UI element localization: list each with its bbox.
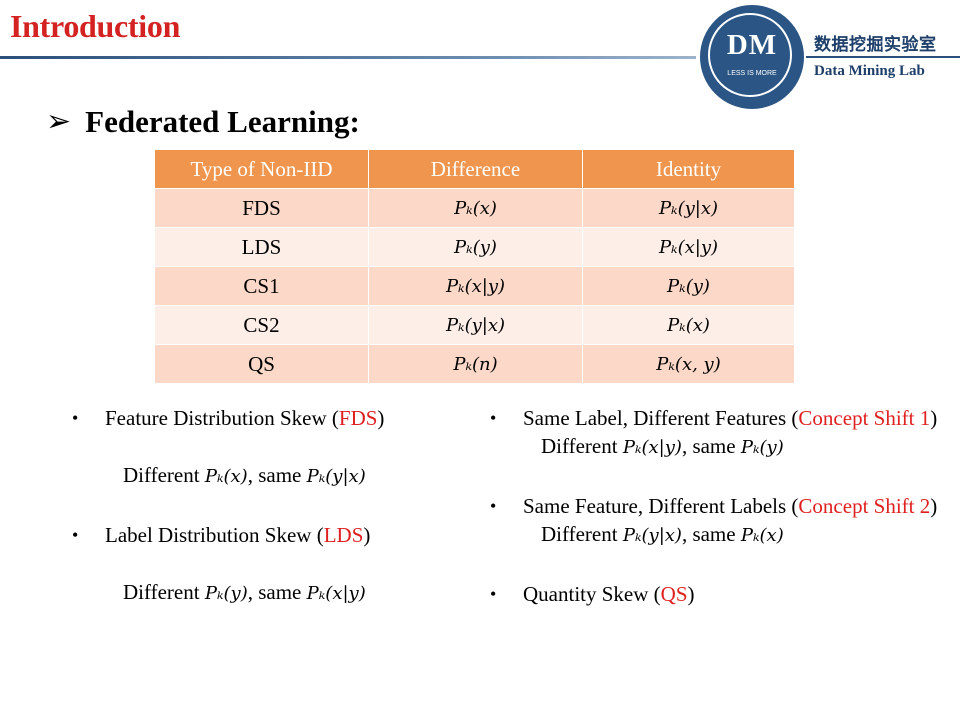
detail-same: Pₖ(x|y) (306, 583, 366, 604)
difference-cell: Pₖ(x|y) (368, 266, 583, 306)
section-heading-row: ➢ Federated Learning: (46, 104, 360, 140)
difference-cell: Pₖ(n) (368, 344, 583, 383)
bullet-item-cs2: • Same Feature, Different Labels (Concep… (490, 492, 960, 550)
table-header-row: Type of Non-IID Difference Identity (155, 150, 795, 189)
bullet-title: Feature Distribution Skew ( (105, 406, 339, 430)
detail-diff: Pₖ(y|x) (622, 525, 682, 546)
left-bullet-list: • Feature Distribution Skew (FDS) Differ… (72, 404, 472, 608)
detail-diff: Pₖ(x) (204, 466, 248, 487)
bullet-abbr: LDS (323, 523, 364, 547)
table-row: QS Pₖ(n) Pₖ(x, y) (155, 344, 795, 383)
header-divider (0, 56, 696, 59)
detail-same: Pₖ(x) (740, 525, 784, 546)
bullet-title: Same Label, Different Features ( (523, 406, 799, 430)
detail-prefix: Different (541, 522, 623, 546)
difference-cell: Pₖ(y) (368, 227, 583, 267)
bullet-close: ) (377, 406, 385, 430)
bullet-detail: Different Pₖ(y), same Pₖ(x|y) (105, 578, 472, 608)
type-cell: QS (155, 344, 369, 383)
difference-cell: Pₖ(y|x) (368, 305, 583, 345)
section-heading: Federated Learning: (85, 104, 360, 139)
identity-cell: Pₖ(x) (582, 305, 795, 345)
bullet-detail: Different Pₖ(y|x), same Pₖ(x) (523, 520, 960, 550)
lab-logo: DM LESS IS MORE (700, 5, 804, 109)
type-cell: FDS (155, 188, 369, 228)
bullet-item-cs1: • Same Label, Different Features (Concep… (490, 404, 960, 462)
logo-letters: DM (726, 29, 778, 61)
table-row: FDS Pₖ(x) Pₖ(y|x) (155, 188, 795, 228)
type-cell: CS1 (155, 266, 369, 306)
bullet-dot-icon: • (490, 496, 497, 516)
table-row: CS2 Pₖ(y|x) Pₖ(x) (155, 305, 795, 345)
bullet-close: ) (930, 494, 938, 518)
bullet-dot-icon: • (490, 408, 497, 428)
identity-cell: Pₖ(x, y) (582, 344, 795, 383)
bullet-abbr: Concept Shift 2 (798, 494, 931, 518)
header-divider-right (806, 56, 960, 58)
detail-mid: , same (681, 522, 741, 546)
type-cell: LDS (155, 227, 369, 267)
identity-cell: Pₖ(y|x) (582, 188, 795, 228)
table-header-cell: Type of Non-IID (155, 150, 369, 189)
lab-name-cn: 数据挖掘实验室 (814, 35, 937, 55)
bullet-detail: Different Pₖ(x|y), same Pₖ(y) (523, 432, 960, 462)
bullet-close: ) (930, 406, 938, 430)
bullet-dot-icon: • (490, 584, 497, 604)
type-cell: CS2 (155, 305, 369, 345)
bullet-item-lds: • Label Distribution Skew (LDS) Differen… (72, 521, 472, 608)
detail-prefix: Different (123, 463, 205, 487)
detail-mid: , same (247, 580, 307, 604)
logo-ring (708, 13, 792, 97)
identity-cell: Pₖ(y) (582, 266, 795, 306)
table-row: LDS Pₖ(y) Pₖ(x|y) (155, 227, 795, 267)
detail-same: Pₖ(y) (740, 437, 784, 458)
table-header-cell: Difference (368, 150, 583, 189)
identity-cell: Pₖ(x|y) (582, 227, 795, 267)
arrow-bullet-icon: ➢ (46, 105, 72, 138)
table-row: CS1 Pₖ(x|y) Pₖ(y) (155, 266, 795, 306)
bullet-close: ) (363, 523, 371, 547)
bullet-title: Quantity Skew ( (523, 582, 661, 606)
slide-title: Introduction (10, 8, 181, 44)
bullet-dot-icon: • (72, 525, 79, 545)
logo-tagline: LESS IS MORE (727, 70, 777, 77)
detail-mid: , same (247, 463, 307, 487)
detail-diff: Pₖ(x|y) (622, 437, 682, 458)
detail-prefix: Different (541, 434, 623, 458)
table-header-cell: Identity (582, 150, 795, 189)
bullet-abbr: QS (660, 582, 688, 606)
bullet-title: Same Feature, Different Labels ( (523, 494, 799, 518)
bullet-abbr: Concept Shift 1 (798, 406, 931, 430)
bullet-dot-icon: • (72, 408, 79, 428)
right-bullet-list: • Same Label, Different Features (Concep… (490, 404, 960, 608)
detail-same: Pₖ(y|x) (306, 466, 366, 487)
bullet-detail: Different Pₖ(x), same Pₖ(y|x) (105, 461, 472, 491)
lab-name-en: Data Mining Lab (814, 63, 925, 79)
bullet-item-qs: • Quantity Skew (QS) (490, 580, 960, 608)
detail-diff: Pₖ(y) (204, 583, 248, 604)
bullet-close: ) (687, 582, 695, 606)
bullet-item-fds: • Feature Distribution Skew (FDS) Differ… (72, 404, 472, 491)
difference-cell: Pₖ(x) (368, 188, 583, 228)
bullet-title: Label Distribution Skew ( (105, 523, 324, 547)
detail-mid: , same (681, 434, 741, 458)
non-iid-table: Type of Non-IID Difference Identity FDS … (155, 150, 795, 383)
bullet-abbr: FDS (338, 406, 378, 430)
detail-prefix: Different (123, 580, 205, 604)
